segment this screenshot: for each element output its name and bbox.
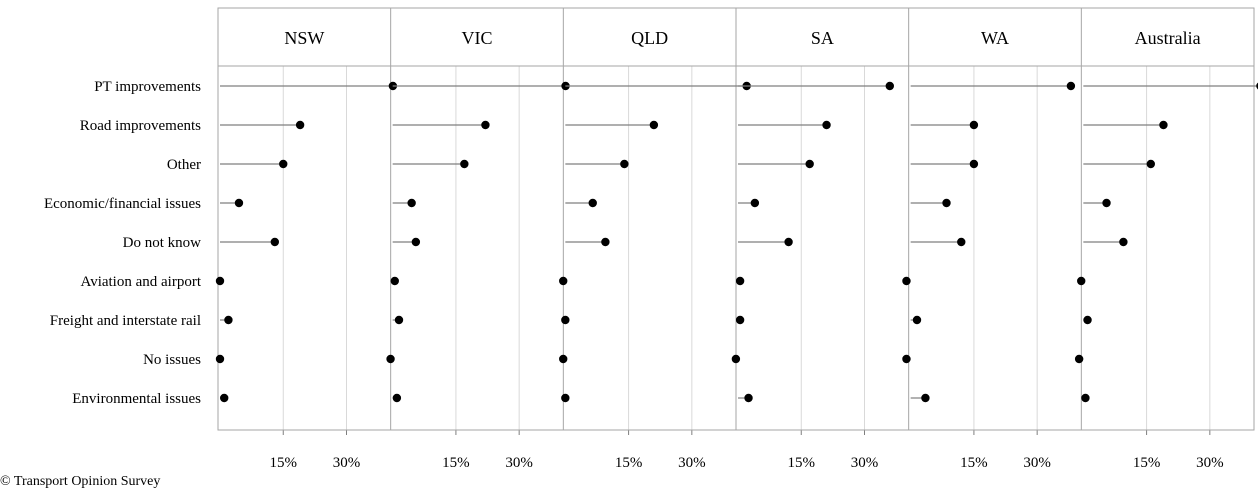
lollipop-dot — [1119, 237, 1128, 247]
lollipop-dot — [394, 315, 404, 325]
lollipop-dot — [234, 198, 244, 208]
x-tick-label: 15% — [442, 455, 470, 471]
category-labels: PT improvements Road improvements Other Eco… — [44, 79, 202, 407]
x-tick-label: 30% — [1196, 455, 1224, 471]
lollipop-dot — [390, 276, 399, 286]
lollipop-dot — [902, 354, 911, 364]
x-tick-labels: 15% 30% 15% 30% 15% 30% 15% 30% 15% 30% 15% 30% — [270, 455, 1224, 471]
category-label: Freight and interstate rail — [50, 313, 201, 329]
x-tick-label: 30% — [678, 455, 706, 471]
panel-title-wa: WA — [981, 28, 1009, 48]
lollipop-dot — [481, 120, 490, 130]
x-tick-label: 15% — [615, 455, 643, 471]
category-label: Environmental issues — [72, 391, 201, 407]
lollipop-dot — [649, 120, 659, 130]
x-tick-label: 30% — [851, 455, 879, 471]
lollipop-dot — [731, 354, 741, 364]
lollipop-dot — [215, 276, 225, 286]
lollipop-dot — [411, 237, 421, 247]
category-label: PT improvements — [94, 79, 201, 95]
x-tick-label: 30% — [1023, 455, 1051, 471]
lollipop-dot — [460, 159, 469, 169]
lollipop-dot — [224, 315, 233, 325]
x-tick-label: 15% — [960, 455, 988, 471]
lollipop-dot — [270, 237, 280, 247]
lollipop-dot — [957, 237, 966, 247]
lollipop-dot — [588, 198, 597, 208]
category-label: Aviation and airport — [80, 274, 201, 290]
lollipop-dot — [279, 159, 288, 169]
panel-frames — [217, 7, 1255, 431]
panel-title-australia: Australia — [1135, 28, 1201, 48]
panel-title-sa: SA — [811, 28, 834, 48]
lollipop-dot — [735, 276, 745, 286]
panel-title-vic: VIC — [462, 28, 493, 48]
lollipop-dot — [912, 315, 922, 325]
category-label: Road improvements — [80, 118, 201, 134]
lollipop-dot — [969, 159, 979, 169]
lollipop-dot — [386, 354, 395, 364]
lollipop-dot — [942, 198, 951, 208]
lollipop-dot — [407, 198, 416, 208]
grid-layer — [282, 66, 1211, 435]
lollipop-dot — [805, 159, 814, 169]
lollipop-dot — [969, 120, 979, 130]
lollipop-dot — [902, 276, 911, 286]
lollipop-dot — [220, 393, 229, 403]
lollipop-dot — [784, 237, 793, 247]
lollipop-dot — [601, 237, 610, 247]
lollipop-dot — [1083, 315, 1092, 325]
x-tick-label: 30% — [505, 455, 533, 471]
lollipop-dot — [392, 393, 402, 403]
lollipop-dot — [559, 354, 568, 364]
category-label: No issues — [143, 352, 201, 368]
lollipop-dot — [1102, 198, 1111, 208]
lollipop-dot — [559, 276, 568, 286]
panel-headers: NSW VIC QLD SA WA Australia — [284, 28, 1200, 48]
lollipop-dot — [1146, 159, 1156, 169]
panel-title-nsw: NSW — [284, 28, 324, 48]
x-tick-label: 15% — [270, 455, 298, 471]
x-tick-label: 30% — [333, 455, 361, 471]
lollipop-dot — [561, 315, 570, 325]
lollipop-dot — [1159, 120, 1168, 130]
lollipop-dot — [1066, 81, 1076, 91]
lollipop-dot — [620, 159, 629, 169]
lollipop-dot — [1081, 393, 1090, 403]
panel-title-qld: QLD — [631, 28, 668, 48]
x-tick-label: 15% — [1133, 455, 1161, 471]
category-label: Economic/financial issues — [44, 196, 201, 212]
lollipop-dot — [822, 120, 831, 130]
category-label: Other — [167, 157, 201, 173]
copyright-notice: © Transport Opinion Survey — [0, 474, 161, 489]
lollipop-dot — [744, 393, 753, 403]
lollipop-dot — [921, 393, 930, 403]
lollipop-dot — [1074, 354, 1084, 364]
data-marks — [215, 81, 1258, 403]
lollipop-dot — [561, 393, 570, 403]
category-label: Do not know — [123, 235, 202, 251]
x-tick-label: 15% — [788, 455, 816, 471]
lollipop-dot — [735, 315, 745, 325]
lollipop-dot — [295, 120, 305, 130]
lollipop-dot — [1077, 276, 1086, 286]
lollipop-dot — [750, 198, 760, 208]
lollipop-dot — [885, 81, 894, 91]
lollipop-dot — [215, 354, 225, 364]
